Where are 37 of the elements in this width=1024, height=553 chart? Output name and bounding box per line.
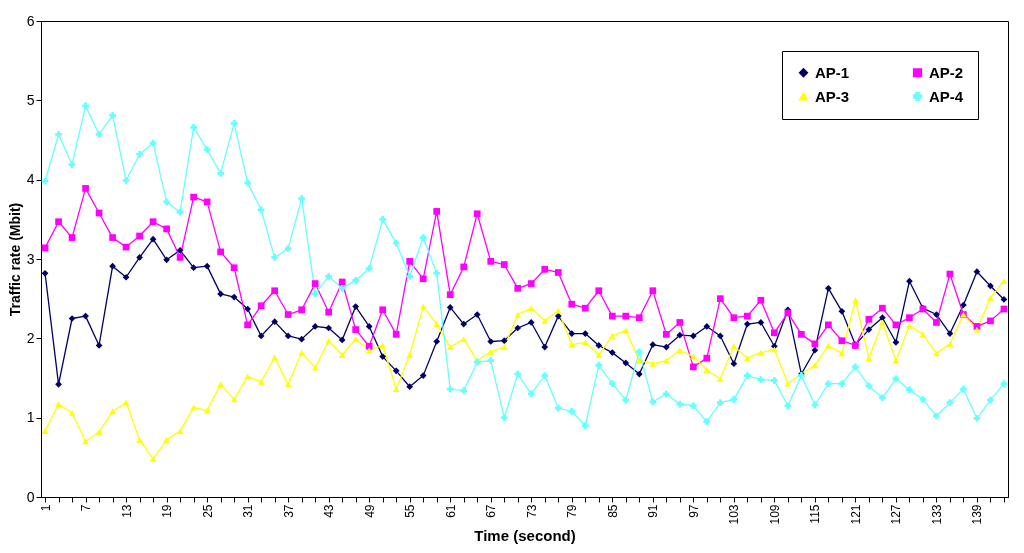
y-tick-label: 0	[26, 488, 35, 505]
legend-label: AP-4	[929, 87, 964, 105]
legend-label: AP-3	[815, 87, 850, 105]
x-tick-label: 121	[848, 504, 863, 525]
x-tick-label: 43	[322, 504, 337, 518]
x-tick-label: 7	[79, 504, 94, 512]
legend-label: AP-2	[929, 63, 964, 81]
x-tick-label: 79	[565, 504, 580, 518]
x-tick-label: 133	[929, 504, 944, 525]
y-tick-label: 4	[26, 171, 35, 188]
x-tick-label: 31	[241, 504, 256, 518]
x-tick-label: 67	[484, 504, 499, 518]
x-tick-label: 115	[808, 504, 823, 524]
x-tick-label: 1	[38, 504, 53, 512]
y-tick-label: 5	[26, 91, 35, 108]
x-tick-label: 49	[362, 504, 377, 518]
y-tick-label: 3	[26, 250, 35, 267]
x-tick-label: 127	[889, 504, 904, 525]
y-tick-label: 1	[26, 409, 35, 426]
x-tick-label: 139	[970, 504, 985, 525]
x-tick-label: 55	[403, 504, 418, 518]
x-tick-label: 37	[281, 504, 296, 518]
y-tick-label: 2	[26, 329, 35, 346]
x-tick-label: 91	[646, 504, 661, 518]
x-tick-label: 85	[605, 504, 620, 518]
y-axis-title: Traffic rate (Mbit)	[6, 202, 23, 317]
x-tick-label: 19	[160, 504, 175, 518]
legend-label: AP-1	[815, 63, 850, 81]
y-tick-label: 6	[26, 12, 35, 29]
x-axis-title: Time (second)	[474, 526, 576, 544]
x-tick-label: 109	[767, 504, 782, 525]
x-tick-label: 61	[443, 504, 458, 518]
x-tick-label: 103	[727, 504, 742, 525]
x-tick-label: 97	[686, 504, 701, 518]
x-tick-label: 73	[524, 504, 539, 518]
x-tick-label: 13	[119, 504, 134, 518]
x-tick-label: 25	[200, 504, 215, 518]
